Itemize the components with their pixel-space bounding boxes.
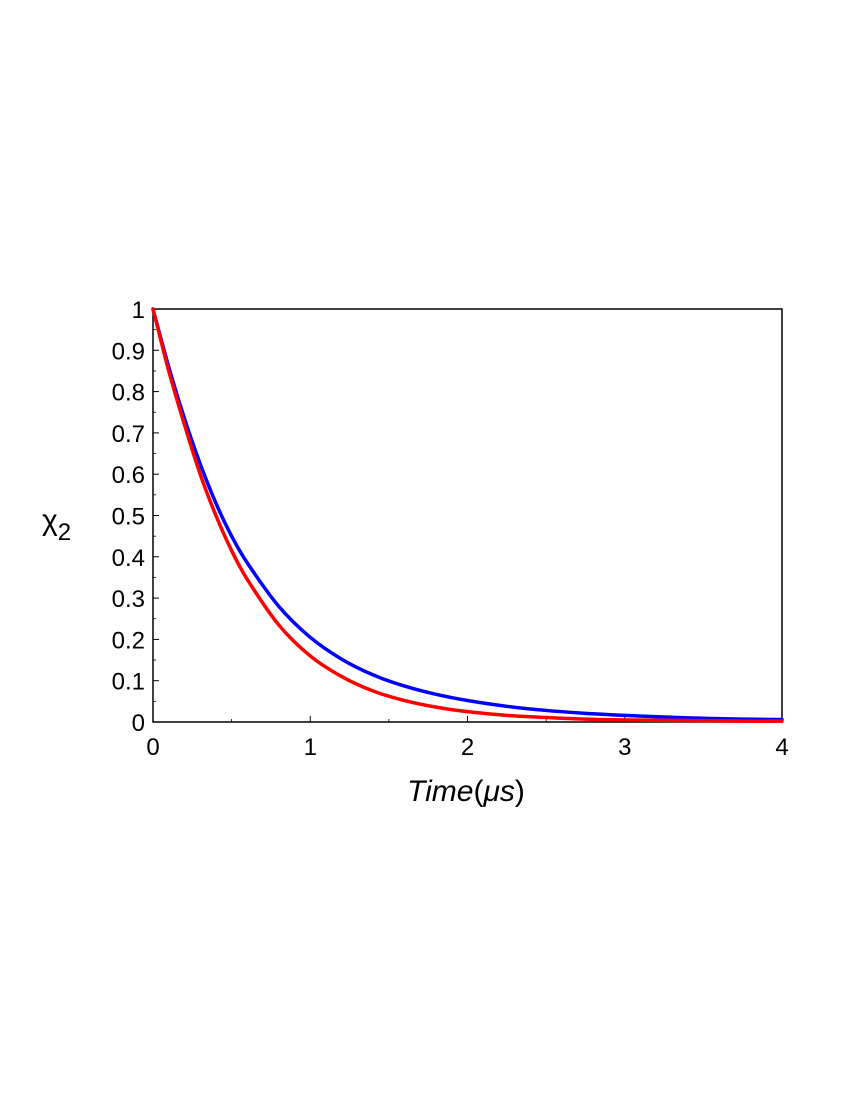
y-tick-label: 0.3 (112, 586, 145, 613)
series-lines (151, 307, 784, 723)
y-axis-label: χ2 (42, 504, 71, 546)
y-tick-label: 0.8 (112, 380, 145, 407)
y-tick-label: 0.1 (112, 669, 145, 696)
plot-frame (152, 308, 783, 723)
x-tick-labels: 0 1 2 3 4 (146, 734, 788, 761)
x-tick-label: 2 (461, 734, 474, 761)
series-line-1 (151, 307, 784, 722)
tick-marks (152, 308, 783, 723)
x-tick-label: 0 (146, 734, 159, 761)
x-tick-label: 3 (618, 734, 631, 761)
x-axis-close-paren: ) (515, 775, 525, 808)
y-tick-labels: 0 0.1 0.2 0.3 0.4 0.5 0.6 0.7 0.8 0.9 1 (112, 297, 145, 737)
x-axis-label: Time(μs) (407, 775, 525, 808)
x-axis-unit: μs (482, 775, 514, 808)
y-tick-label: 0 (132, 710, 145, 737)
x-tick-label: 4 (775, 734, 788, 761)
y-axis-subscript: 2 (58, 519, 71, 546)
y-tick-label: 1 (132, 297, 145, 324)
y-tick-label: 0.5 (112, 504, 145, 531)
x-axis-open-paren: ( (473, 775, 483, 808)
y-axis-symbol: χ (42, 504, 58, 537)
y-tick-label: 0.6 (112, 462, 145, 489)
y-tick-label: 0.9 (112, 338, 145, 365)
series-line-2 (151, 307, 784, 723)
y-tick-label: 0.4 (112, 545, 145, 572)
x-tick-label: 1 (304, 734, 317, 761)
y-tick-label: 0.2 (112, 627, 145, 654)
x-axis-variable: Time (407, 775, 473, 808)
y-tick-label: 0.7 (112, 421, 145, 448)
